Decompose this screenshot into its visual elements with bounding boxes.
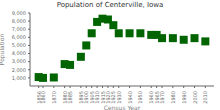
svg-text:1885: 1885: [67, 91, 73, 104]
svg-text:1,000: 1,000: [12, 75, 26, 81]
svg-text:4,000: 4,000: [12, 50, 26, 56]
svg-text:Census Year: Census Year: [104, 104, 141, 110]
svg-text:2010: 2010: [202, 91, 208, 104]
svg-text:1950: 1950: [137, 91, 143, 104]
svg-text:1870: 1870: [51, 91, 57, 104]
svg-text:1980: 1980: [170, 91, 176, 104]
svg-text:6,000: 6,000: [12, 34, 26, 40]
svg-text:7,000: 7,000: [12, 26, 26, 32]
svg-text:1925: 1925: [110, 91, 117, 104]
svg-text:1895: 1895: [77, 91, 84, 104]
svg-text:1930: 1930: [116, 91, 122, 104]
svg-text:1910: 1910: [94, 91, 101, 104]
svg-text:1920: 1920: [104, 91, 111, 104]
svg-text:8,000: 8,000: [12, 18, 26, 24]
svg-text:1970: 1970: [159, 91, 165, 104]
svg-text:2,000: 2,000: [12, 67, 26, 73]
svg-text:1960: 1960: [148, 91, 155, 104]
svg-text:1860: 1860: [40, 91, 46, 104]
svg-text:1990: 1990: [181, 91, 187, 104]
svg-text:9,000: 9,000: [12, 10, 26, 16]
svg-text:5,000: 5,000: [12, 42, 26, 48]
svg-text:3,000: 3,000: [12, 58, 26, 64]
svg-text:2000: 2000: [192, 91, 198, 104]
html-text:Population of Centerville, Iow: Population of Centerville, Iowa: [56, 1, 164, 9]
svg-text:1965: 1965: [153, 91, 160, 104]
svg-text:1856: 1856: [35, 91, 42, 104]
svg-text:1880: 1880: [61, 91, 68, 104]
svg-text:1940: 1940: [127, 91, 133, 104]
svg-text:1900: 1900: [83, 91, 90, 104]
svg-text:1905: 1905: [88, 91, 95, 104]
svg-text:1915: 1915: [99, 91, 106, 104]
